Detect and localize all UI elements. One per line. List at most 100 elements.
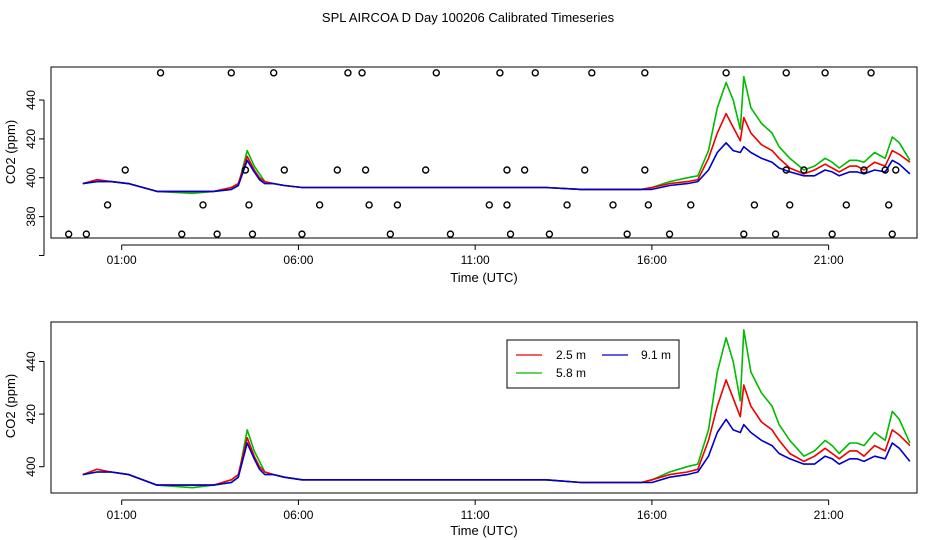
marker-point [432,69,440,77]
marker-point [227,69,235,77]
marker-point [365,201,373,209]
chart-title: SPL AIRCOA D Day 100206 Calibrated Times… [322,10,615,25]
bottom-series-line-5-8-m [82,329,911,489]
marker-point [446,230,455,238]
legend-label-9-1m: 9.1 m [641,348,671,362]
marker-point [386,230,395,238]
marker-point [588,69,596,77]
bottom-x-tick-label: 16:00 [637,508,667,522]
top-y-axis-label: CO2 (ppm) [3,120,18,184]
bottom-x-tick-label: 01:00 [107,508,137,522]
marker-point [786,201,794,209]
marker-point [213,230,221,238]
marker-point [722,69,730,77]
bottom-x-axis-label: Time (UTC) [450,523,517,538]
bottom-y-tick-label: 400 [24,456,38,476]
marker-point [545,230,554,238]
bottom-series-line-9-1-m [82,418,911,486]
marker-point [860,166,868,174]
marker-point [156,69,165,77]
legend: 2.5 m 5.8 m 9.1 m [506,339,680,389]
marker-point [867,69,875,77]
top-x-tick-label: 06:00 [283,253,313,267]
top-x-tick-label: 21:00 [814,253,844,267]
marker-point [421,166,430,174]
bottom-panel: 400 420 440 01:00 06:00 11:00 16:00 21:00 Time… [3,321,918,538]
marker-point [641,166,649,174]
marker-point [333,166,342,174]
top-plot-frame [50,66,918,239]
marker-point [280,166,288,174]
marker-point [248,230,257,238]
marker-point [782,69,790,77]
top-x-tick-label: 16:00 [637,253,667,267]
bottom-y-axis: 400 420 440 [24,351,45,477]
top-y-tick-label: 440 [24,90,38,110]
marker-point [881,166,889,174]
legend-label-5-8m: 5.8 m [556,366,586,380]
marker-point [665,230,674,238]
marker-point [503,201,511,209]
top-series-line-9-1-m [82,142,911,193]
marker-point [821,69,829,77]
marker-point [393,201,402,209]
marker-point [298,230,306,238]
top-markers [64,69,900,238]
marker-point [344,69,352,77]
bottom-series-lines [82,329,911,489]
top-y-tick-label: 400 [24,167,38,187]
marker-point [842,201,851,209]
top-y-tick-label: 420 [24,129,38,149]
bottom-x-axis: 01:00 06:00 11:00 16:00 21:00 [107,499,844,522]
marker-point [892,166,900,174]
top-panel: 380 400 420 440 01:00 06:00 11:00 16:00 21:00 T… [3,66,918,285]
marker-point [581,166,589,174]
marker-point [531,69,539,77]
top-y-tick-label: 380 [24,206,38,226]
legend-box [506,339,680,389]
top-x-tick-label: 01:00 [107,253,137,267]
marker-point [644,201,653,209]
top-series-line-2-5-m [82,112,911,193]
marker-point [358,69,366,77]
marker-point [503,166,511,174]
bottom-y-tick-label: 420 [24,404,38,424]
marker-point [269,69,278,77]
marker-point [506,230,515,238]
top-series-line-5-8-m [82,75,911,195]
marker-point [82,230,91,238]
marker-point [121,166,129,174]
top-series-lines [82,75,911,195]
marker-point [800,166,808,174]
marker-point [496,69,504,77]
marker-point [782,166,790,174]
marker-point [750,201,759,209]
marker-point [241,166,250,174]
top-y-axis: 380 400 420 440 [24,90,45,256]
marker-point [485,201,494,209]
marker-point [687,201,695,209]
bottom-x-tick-label: 21:00 [814,508,844,522]
marker-point [245,201,253,209]
bottom-x-tick-label: 06:00 [283,508,313,522]
marker-point [828,230,836,238]
bottom-series-line-2-5-m [82,379,911,486]
bottom-y-tick-label: 440 [24,351,38,371]
marker-point [315,201,324,209]
marker-point [563,201,571,209]
marker-point [609,201,617,209]
bottom-x-tick-label: 11:00 [461,508,490,522]
marker-point [623,230,631,238]
marker-point [771,230,780,238]
top-x-axis: 01:00 06:00 11:00 16:00 21:00 [107,244,844,267]
marker-point [361,166,370,174]
marker-point [740,230,748,238]
marker-point [178,230,186,238]
marker-point [64,230,73,238]
marker-point [641,69,649,77]
marker-point [520,166,529,174]
top-x-axis-label: Time (UTC) [450,270,517,285]
marker-point [199,201,207,209]
bottom-y-axis-label: CO2 (ppm) [3,374,18,438]
